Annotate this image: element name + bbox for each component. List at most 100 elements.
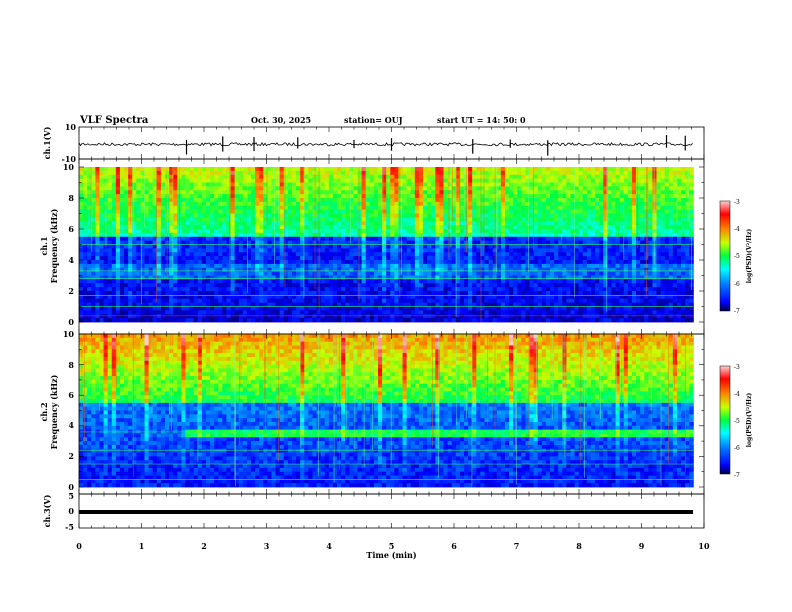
- spec1-cell: [193, 201, 199, 207]
- spec1-cell: [111, 244, 117, 249]
- spec1-cell: [402, 178, 408, 183]
- spec1-cell: [439, 279, 444, 284]
- spec1-cell: [390, 275, 395, 280]
- spec1-cell: [382, 229, 387, 234]
- spec1-cell: [79, 240, 84, 245]
- spec1-cell: [222, 178, 227, 183]
- spec1-cell: [165, 298, 170, 304]
- spec1-cell: [324, 248, 330, 253]
- spec1-cell: [443, 271, 449, 276]
- spec1-cell: [328, 260, 334, 265]
- spec1-cell: [455, 252, 461, 257]
- spec1-cell: [529, 275, 535, 280]
- spec1-cell: [238, 279, 244, 284]
- spec1-cell: [115, 221, 121, 226]
- spec1-cell: [365, 263, 371, 269]
- spec1-cell: [476, 217, 481, 222]
- spec1-cell: [341, 291, 346, 296]
- spec1-cell: [468, 279, 473, 284]
- spec1-cell: [214, 190, 219, 195]
- spec1-cell: [173, 221, 178, 226]
- spec1-cell: [562, 170, 567, 176]
- spec1-cell: [570, 252, 575, 257]
- spec1-cell: [83, 271, 88, 276]
- spec1-cell: [427, 240, 432, 245]
- spec1-cell: [570, 294, 575, 300]
- spec1-cell: [238, 306, 244, 311]
- spec1-cell: [83, 267, 88, 273]
- spec1-cell: [275, 198, 281, 203]
- spec1-cell: [484, 174, 489, 180]
- spec1-cell: [115, 244, 121, 249]
- spec1-cell: [148, 275, 154, 280]
- spec1-cell: [341, 194, 346, 199]
- spec1-cell: [283, 252, 289, 257]
- spec1-cell: [263, 314, 268, 319]
- spec1-cell: [472, 244, 477, 249]
- spec1-cell: [488, 260, 494, 265]
- spec1-cell: [357, 236, 363, 242]
- spec1-cell: [263, 170, 268, 176]
- spec1-cell: [119, 279, 125, 284]
- spec1-cell: [459, 201, 465, 207]
- spec1-cell: [402, 186, 408, 191]
- spec1-cell: [558, 310, 563, 315]
- spec1-cell: [205, 205, 211, 211]
- spec1-cell: [263, 302, 268, 307]
- spec1-cell: [468, 213, 473, 218]
- spec1-cell: [513, 314, 518, 319]
- spec1-cell: [214, 205, 219, 211]
- spec1-cell: [324, 174, 330, 180]
- spec1-cell: [541, 182, 547, 187]
- spec1-cell: [509, 198, 514, 203]
- spec1-cell: [152, 291, 158, 296]
- spec1-cell: [500, 186, 506, 191]
- spec1-cell: [488, 178, 494, 183]
- spec1-cell: [324, 201, 330, 207]
- spec1-cell: [283, 310, 289, 315]
- spec1-cell: [582, 229, 588, 234]
- spec1-cell: [193, 256, 199, 261]
- spec1-cell: [357, 174, 363, 180]
- spec1-cell: [570, 225, 575, 230]
- spec1-cell: [99, 283, 104, 288]
- spec1-cell: [79, 198, 84, 203]
- spec1-cell: [390, 182, 395, 187]
- spec1-cell: [369, 190, 375, 195]
- spec1-cell: [488, 283, 494, 288]
- spec1-cell: [345, 248, 350, 253]
- spec1-cell: [504, 205, 510, 211]
- spec1-cell: [447, 213, 453, 218]
- spec1-cell: [476, 170, 481, 176]
- spec1-cell: [464, 287, 469, 292]
- spec1-cell: [574, 298, 580, 304]
- spec1-cell: [103, 267, 109, 273]
- spec1-cell: [402, 225, 408, 230]
- spec1-cell: [468, 256, 473, 261]
- spec1-cell: [300, 260, 305, 265]
- spec1-cell: [582, 232, 588, 238]
- spec1-cell: [357, 182, 363, 187]
- spec1-cell: [402, 244, 408, 249]
- spec1-cell: [345, 306, 350, 311]
- spec1-cell: [341, 205, 346, 211]
- spec1-cell: [160, 198, 166, 203]
- spec1-cell: [529, 306, 535, 311]
- spec1-cell: [337, 306, 342, 311]
- spec1-cell: [205, 291, 211, 296]
- spec1-cell: [459, 263, 465, 269]
- spec1-cell: [173, 294, 178, 300]
- spec1-cell: [496, 310, 502, 315]
- spec1-cell: [550, 240, 555, 245]
- spec1-cell: [222, 310, 227, 315]
- spec1-cell: [439, 201, 444, 207]
- spec1-cell: [230, 221, 236, 226]
- spec1-cell: [79, 236, 84, 242]
- spec1-cell: [418, 302, 424, 307]
- spec1-cell: [459, 260, 465, 265]
- spec1-cell: [378, 248, 383, 253]
- spec1-cell: [476, 260, 481, 265]
- spec1-cell: [279, 279, 285, 284]
- spec1-cell: [423, 236, 428, 242]
- spec1-cell: [541, 267, 547, 273]
